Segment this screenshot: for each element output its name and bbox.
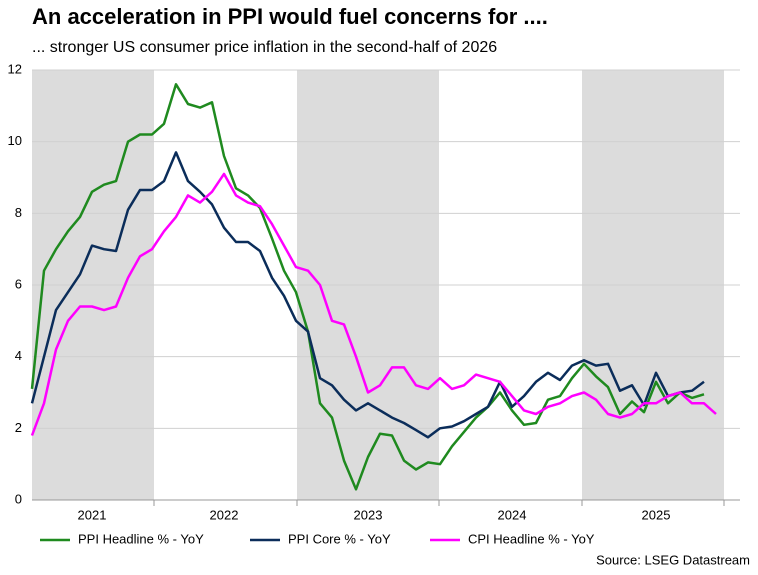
legend-label: CPI Headline % - YoY bbox=[468, 531, 595, 546]
x-tick-label: 2022 bbox=[210, 507, 239, 522]
y-tick-label: 12 bbox=[8, 61, 22, 76]
year-ticks bbox=[153, 500, 725, 506]
x-tick-label: 2021 bbox=[78, 507, 107, 522]
y-tick-label: 0 bbox=[15, 491, 22, 506]
legend-label: PPI Core % - YoY bbox=[288, 531, 391, 546]
x-tick-label: 2024 bbox=[498, 507, 527, 522]
chart-title: An acceleration in PPI would fuel concer… bbox=[32, 4, 548, 29]
source: Source: LSEG Datastream bbox=[596, 552, 750, 567]
y-tick-label: 10 bbox=[8, 133, 22, 148]
y-tick-label: 2 bbox=[15, 420, 22, 435]
series-line bbox=[30, 172, 717, 436]
x-tick-label: 2025 bbox=[642, 507, 671, 522]
x-tick-label: 2023 bbox=[354, 507, 383, 522]
y-tick-label: 8 bbox=[15, 205, 22, 220]
y-tick-label: 4 bbox=[15, 348, 22, 363]
chart-subtitle: ... stronger US consumer price inflation… bbox=[32, 39, 497, 56]
series-line bbox=[30, 83, 705, 491]
y-tick-label: 6 bbox=[15, 276, 22, 291]
legend-label: PPI Headline % - YoY bbox=[78, 531, 204, 546]
series-line bbox=[30, 151, 705, 439]
